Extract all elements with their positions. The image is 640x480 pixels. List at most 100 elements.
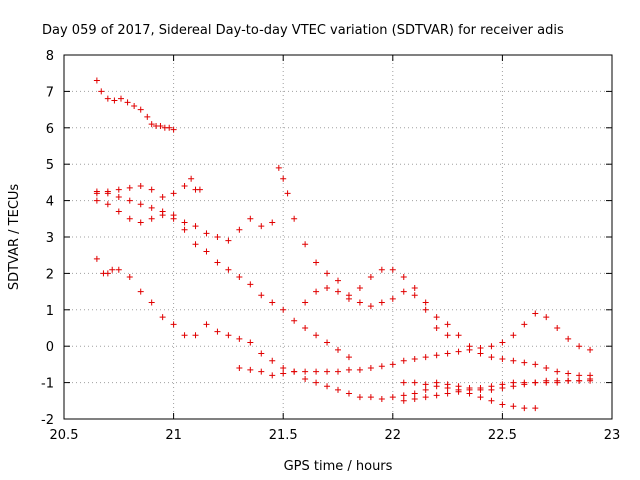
- x-tick-label: 21.5: [269, 428, 298, 443]
- data-point: [93, 190, 100, 197]
- data-point: [214, 328, 221, 335]
- data-point: [422, 381, 429, 388]
- x-tick-label: 21: [165, 428, 182, 443]
- data-point: [587, 346, 594, 353]
- data-point: [433, 325, 440, 331]
- y-tick-label: 7: [46, 85, 54, 100]
- data-point: [137, 106, 144, 113]
- data-point: [324, 270, 331, 277]
- data-point: [411, 284, 418, 291]
- data-point: [367, 394, 374, 401]
- data-point: [104, 95, 111, 102]
- data-point: [93, 255, 100, 262]
- data-point: [159, 212, 166, 219]
- y-tick-label: 5: [46, 158, 54, 173]
- data-point: [477, 350, 484, 357]
- data-point: [499, 385, 506, 392]
- data-point: [236, 226, 243, 233]
- data-point: [258, 368, 265, 375]
- y-tick-label: 6: [46, 122, 54, 137]
- data-point: [181, 226, 188, 233]
- data-point: [109, 266, 116, 273]
- data-point: [335, 386, 341, 393]
- data-point: [203, 321, 210, 328]
- data-point: [488, 343, 495, 350]
- data-point: [477, 345, 484, 352]
- data-point: [411, 292, 418, 299]
- data-point: [466, 343, 473, 350]
- axis-ticks: [63, 54, 613, 420]
- x-tick-label: 20.5: [50, 428, 79, 443]
- data-point: [313, 368, 320, 375]
- data-point: [302, 368, 309, 375]
- data-point: [521, 405, 528, 412]
- data-point: [510, 403, 517, 410]
- data-point: [543, 365, 550, 372]
- data-point: [148, 204, 155, 211]
- data-point: [335, 288, 341, 295]
- data-point: [269, 357, 276, 364]
- data-point: [275, 164, 282, 171]
- series-track-8: [400, 377, 594, 404]
- data-point: [247, 215, 254, 222]
- y-tick-label: 0: [46, 340, 54, 355]
- y-tick-label: 3: [46, 231, 54, 246]
- data-point: [488, 354, 495, 361]
- data-point: [389, 394, 396, 401]
- data-point: [188, 175, 195, 182]
- data-point: [214, 234, 221, 240]
- data-point: [280, 175, 287, 182]
- data-point: [367, 274, 374, 281]
- data-point: [313, 259, 320, 266]
- data-point: [269, 372, 276, 379]
- data-point: [455, 348, 462, 355]
- data-point: [499, 339, 506, 346]
- data-point: [378, 395, 385, 402]
- data-point: [444, 390, 451, 397]
- data-point: [313, 288, 320, 295]
- data-point: [444, 321, 451, 328]
- data-point: [532, 310, 539, 317]
- series-track-9: [400, 375, 594, 393]
- x-tick-labels: 20.5 21 21.5 22 22.5 23: [50, 428, 621, 443]
- x-tick-label: 23: [604, 428, 621, 443]
- data-point: [144, 113, 151, 120]
- data-point: [433, 314, 440, 321]
- data-point: [510, 332, 517, 339]
- data-point: [565, 377, 572, 384]
- data-point: [576, 377, 583, 384]
- data-points: [93, 77, 594, 412]
- data-point: [532, 379, 539, 386]
- data-point: [335, 277, 341, 284]
- data-point: [324, 339, 331, 346]
- data-point: [313, 332, 320, 339]
- data-point: [166, 124, 173, 131]
- data-point: [148, 121, 155, 128]
- data-point: [302, 375, 309, 382]
- data-point: [115, 208, 122, 215]
- data-point: [576, 372, 583, 379]
- data-point: [280, 370, 287, 377]
- data-point: [400, 357, 407, 364]
- data-point: [131, 102, 138, 109]
- data-point: [111, 97, 118, 104]
- data-point: [236, 335, 243, 342]
- data-point: [181, 219, 188, 226]
- x-tick-label: 22.5: [488, 428, 517, 443]
- data-point: [554, 379, 561, 386]
- data-point: [124, 99, 131, 106]
- series-track-2: [93, 188, 352, 361]
- data-point: [126, 197, 133, 204]
- data-point: [324, 383, 331, 390]
- data-point: [280, 306, 287, 313]
- data-point: [521, 381, 528, 388]
- data-point: [356, 284, 363, 291]
- y-tick-label: 8: [46, 49, 54, 64]
- data-point: [170, 212, 177, 219]
- data-point: [400, 379, 407, 386]
- data-point: [291, 317, 298, 324]
- data-point: [356, 394, 363, 401]
- data-point: [302, 325, 309, 331]
- data-point: [192, 332, 199, 339]
